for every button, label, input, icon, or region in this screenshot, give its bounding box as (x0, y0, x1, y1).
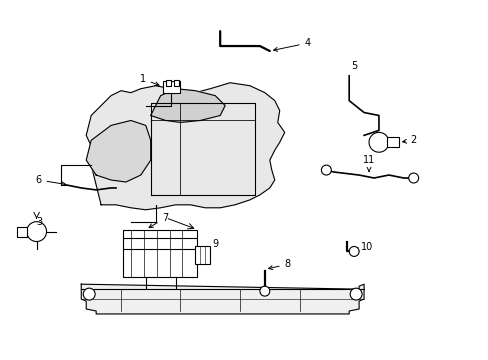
Polygon shape (86, 121, 150, 182)
Text: 11: 11 (362, 155, 374, 171)
Circle shape (349, 288, 361, 300)
Text: 3: 3 (37, 217, 42, 227)
Text: 10: 10 (354, 243, 372, 252)
Bar (195, 247, 210, 264)
Bar (173, 80, 178, 86)
Bar (165, 80, 170, 86)
Text: 5: 5 (350, 61, 357, 71)
Polygon shape (86, 83, 284, 210)
Circle shape (27, 222, 46, 242)
Polygon shape (150, 89, 224, 122)
Text: 6: 6 (36, 175, 65, 186)
Text: 2: 2 (402, 135, 416, 145)
Text: 1: 1 (140, 74, 159, 86)
Circle shape (83, 288, 95, 300)
Bar (122, 230, 197, 277)
Circle shape (259, 286, 269, 296)
Text: 4: 4 (273, 38, 310, 51)
Polygon shape (81, 284, 364, 314)
Bar (17, 227, 27, 237)
Circle shape (408, 173, 418, 183)
Text: 8: 8 (268, 259, 290, 270)
Text: 7: 7 (149, 213, 168, 228)
Circle shape (368, 132, 388, 152)
Text: 9: 9 (204, 239, 218, 261)
Bar (163, 81, 180, 93)
Circle shape (321, 165, 331, 175)
Circle shape (348, 247, 358, 256)
Bar (386, 137, 398, 147)
